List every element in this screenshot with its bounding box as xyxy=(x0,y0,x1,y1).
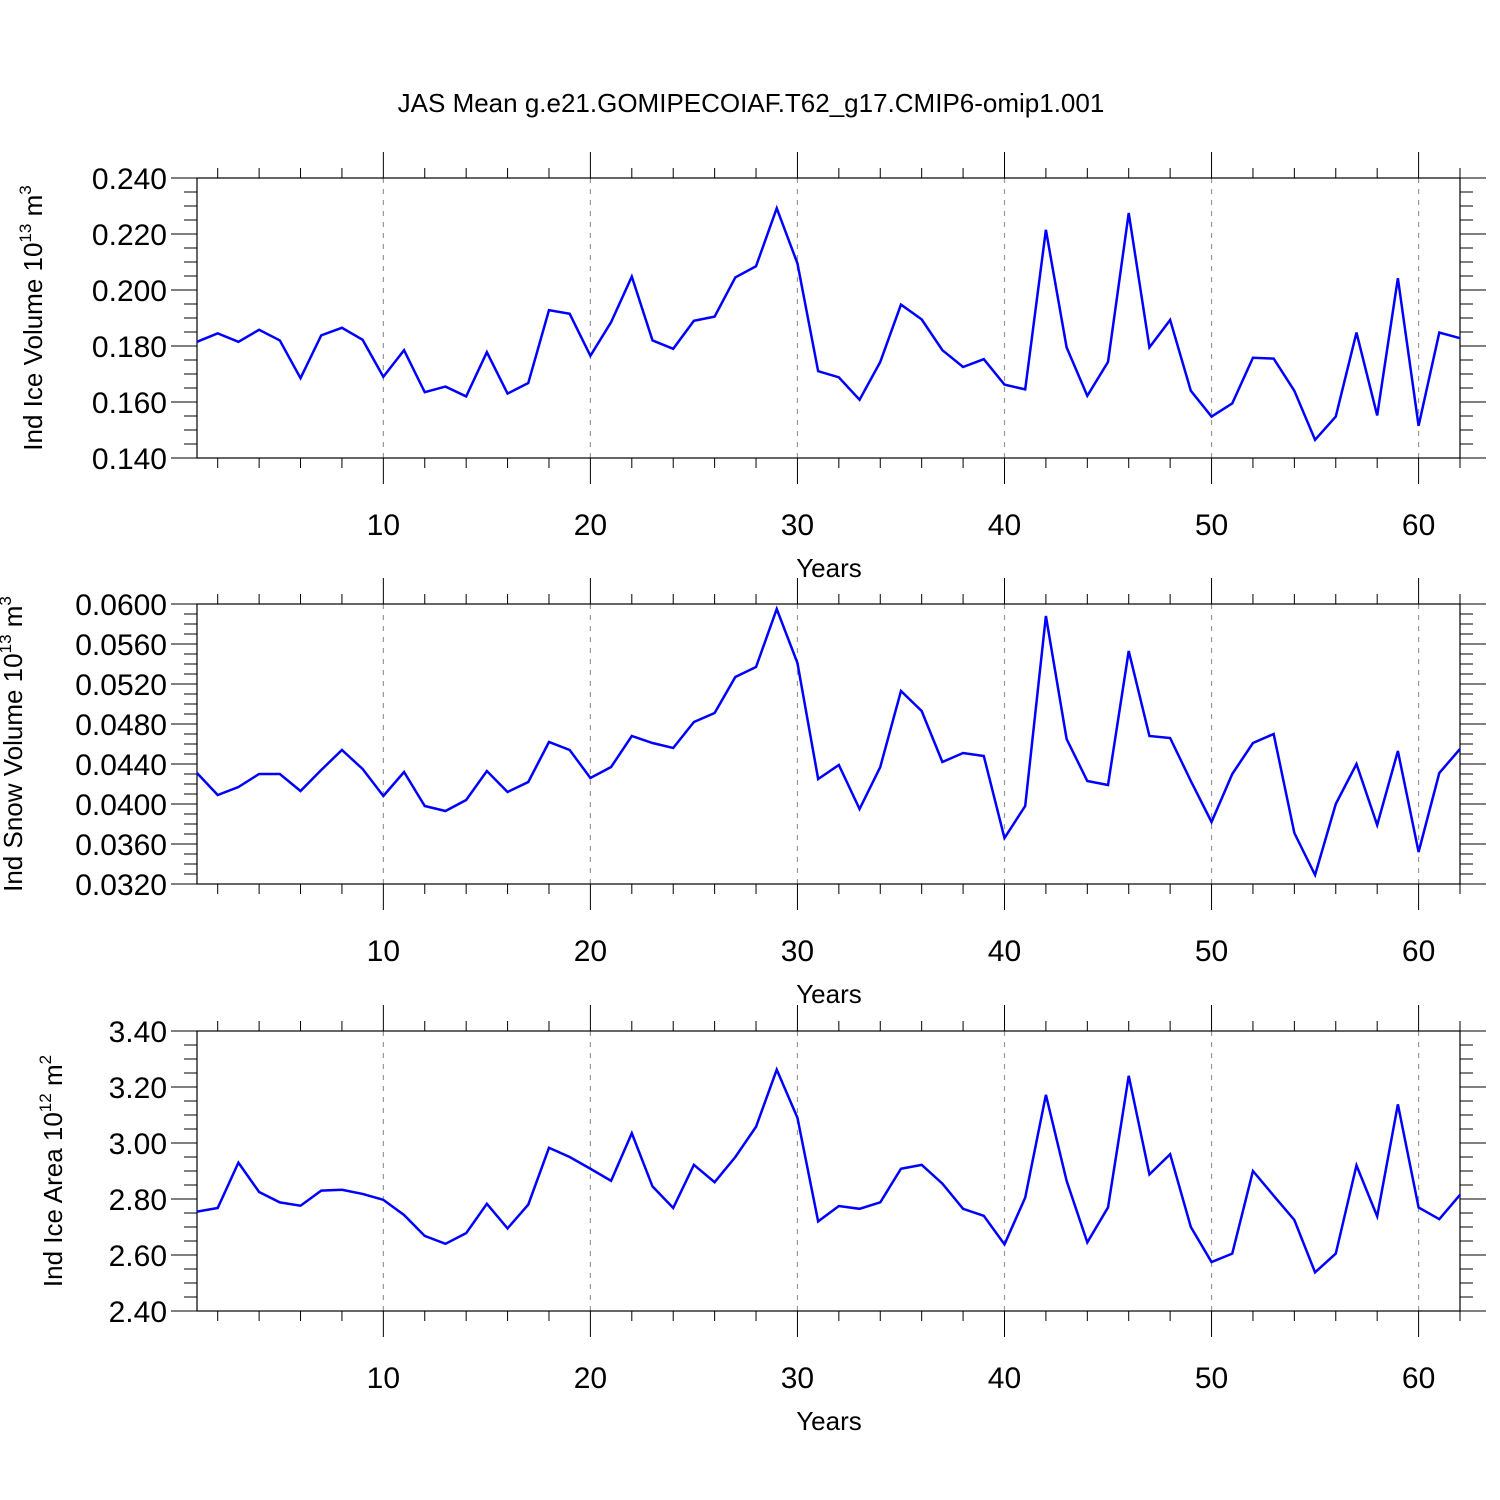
x-tick-label: 20 xyxy=(574,509,607,542)
x-tick-label: 40 xyxy=(988,1362,1021,1395)
y-tick-label: 0.160 xyxy=(92,387,167,420)
y-tick-label: 0.0400 xyxy=(75,789,167,822)
y-tick-label: 0.140 xyxy=(92,443,167,476)
y-tick-label: 0.200 xyxy=(92,275,167,308)
y-tick-label: 0.180 xyxy=(92,331,167,364)
y-axis-title-part: 13 xyxy=(0,634,15,653)
y-tick-label: 2.80 xyxy=(109,1184,167,1217)
y-tick-label: 3.20 xyxy=(109,1072,167,1105)
panel-ice-volume: 0.140 0.160 0.180 0.200 0.220 0.240 10 20 30 40 50… xyxy=(16,152,1486,583)
y-axis-title-part: Ind Ice Area 10 xyxy=(38,1112,68,1287)
y-tick-label: 0.0440 xyxy=(75,749,167,782)
y-axis-title-part: 3 xyxy=(0,596,15,605)
figure-title: JAS Mean g.e21.GOMIPECOIAF.T62_g17.CMIP6… xyxy=(398,88,1105,118)
y-axis-title-part: 12 xyxy=(36,1093,55,1112)
x-tick-label: 10 xyxy=(367,935,400,968)
figure: JAS Mean g.e21.GOMIPECOIAF.T62_g17.CMIP6… xyxy=(0,0,1500,1500)
plot-frame xyxy=(197,604,1460,884)
x-tick-label: 50 xyxy=(1195,509,1228,542)
x-tick-label: 30 xyxy=(781,935,814,968)
y-axis-title-part: 3 xyxy=(16,185,35,194)
y-axis-title-part: Ind Snow Volume 10 xyxy=(0,653,28,892)
plot-frame xyxy=(197,1031,1460,1311)
x-axis-title: Years xyxy=(796,1406,862,1436)
y-axis-title-part: m xyxy=(38,1064,68,1093)
x-tick-label: 50 xyxy=(1195,1362,1228,1395)
y-tick-label: 0.220 xyxy=(92,219,167,252)
y-axis-title-part: 2 xyxy=(36,1055,55,1064)
y-tick-label: 0.0360 xyxy=(75,829,167,862)
x-tick-label: 60 xyxy=(1402,935,1435,968)
y-axis-title: Ind Snow Volume 1013 m3 xyxy=(0,596,28,892)
x-tick-label: 10 xyxy=(367,509,400,542)
y-axis-title: Ind Ice Area 1012 m2 xyxy=(36,1055,68,1287)
x-axis-title: Years xyxy=(796,979,862,1009)
x-tick-label: 40 xyxy=(988,935,1021,968)
y-tick-label: 3.40 xyxy=(109,1016,167,1049)
y-axis-title-part: Ind Ice Volume 10 xyxy=(18,243,48,451)
y-tick-label: 2.60 xyxy=(109,1240,167,1273)
series-line-ice-volume xyxy=(197,208,1460,440)
y-tick-label: 0.0560 xyxy=(75,629,167,662)
y-axis-title-part: 13 xyxy=(16,224,35,243)
series-line-ice-area xyxy=(197,1070,1460,1273)
y-tick-label: 2.40 xyxy=(109,1296,167,1329)
y-axis-title-part: m xyxy=(18,195,48,224)
x-tick-label: 30 xyxy=(781,1362,814,1395)
y-tick-label: 0.240 xyxy=(92,163,167,196)
x-tick-label: 60 xyxy=(1402,1362,1435,1395)
series-line-snow-volume xyxy=(197,609,1460,875)
panel-snow-volume: 0.0320 0.0360 0.0400 0.0440 0.0480 0.0520 0.05… xyxy=(0,578,1486,1009)
y-axis-title-part: m xyxy=(0,606,28,635)
x-tick-label: 60 xyxy=(1402,509,1435,542)
x-tick-label: 30 xyxy=(781,509,814,542)
y-tick-label: 0.0520 xyxy=(75,669,167,702)
plot-frame xyxy=(197,178,1460,458)
panels: 0.140 0.160 0.180 0.200 0.220 0.240 10 20 30 40 50… xyxy=(0,152,1486,1436)
y-axis-title: Ind Ice Volume 1013 m3 xyxy=(16,185,48,450)
x-tick-label: 20 xyxy=(574,935,607,968)
panel-ice-area: 2.40 2.60 2.80 3.00 3.20 3.40 10 20 30 40 50 60 Year… xyxy=(36,1005,1486,1436)
x-tick-label: 20 xyxy=(574,1362,607,1395)
x-tick-label: 10 xyxy=(367,1362,400,1395)
y-tick-label: 0.0320 xyxy=(75,869,167,902)
y-tick-label: 0.0600 xyxy=(75,589,167,622)
x-tick-label: 50 xyxy=(1195,935,1228,968)
y-tick-label: 3.00 xyxy=(109,1128,167,1161)
x-tick-label: 40 xyxy=(988,509,1021,542)
x-axis-title: Years xyxy=(796,553,862,583)
y-tick-label: 0.0480 xyxy=(75,709,167,742)
